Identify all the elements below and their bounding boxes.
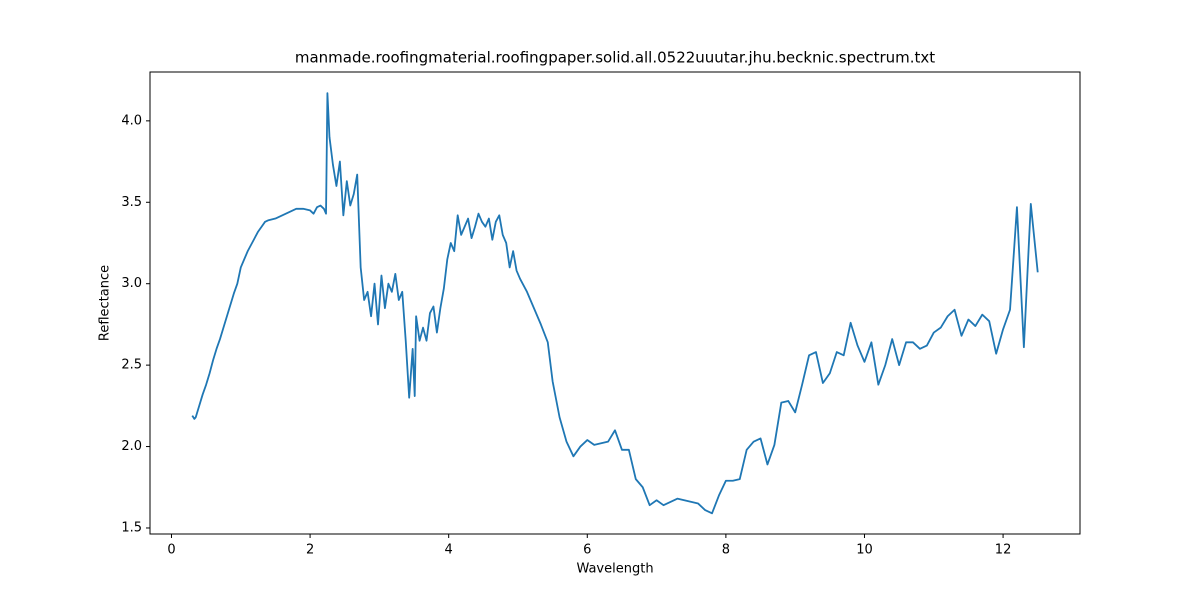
y-tick-label: 2.5 xyxy=(121,358,142,373)
x-axis-label: Wavelength xyxy=(576,562,653,577)
y-axis-label: Reflectance xyxy=(98,265,113,341)
y-tick-label: 2.0 xyxy=(121,439,142,454)
line xyxy=(191,92,1039,515)
x-tick-label: 8 xyxy=(722,543,730,558)
y-tick-label: 3.0 xyxy=(121,276,142,291)
x-tick-label: 2 xyxy=(306,543,314,558)
x-tick-label: 12 xyxy=(995,543,1012,558)
plot-frame xyxy=(149,71,1081,535)
x-tick-label: 6 xyxy=(583,543,591,558)
x-tick-label: 0 xyxy=(167,543,175,558)
x-tick-label: 4 xyxy=(445,543,453,558)
x-tick-label: 10 xyxy=(856,543,873,558)
y-tick-label: 3.5 xyxy=(121,195,142,210)
chart-title: manmade.roofingmaterial.roofingpaper.sol… xyxy=(295,49,935,67)
y-tick-label: 4.0 xyxy=(121,113,142,128)
y-tick-label: 1.5 xyxy=(121,520,142,535)
